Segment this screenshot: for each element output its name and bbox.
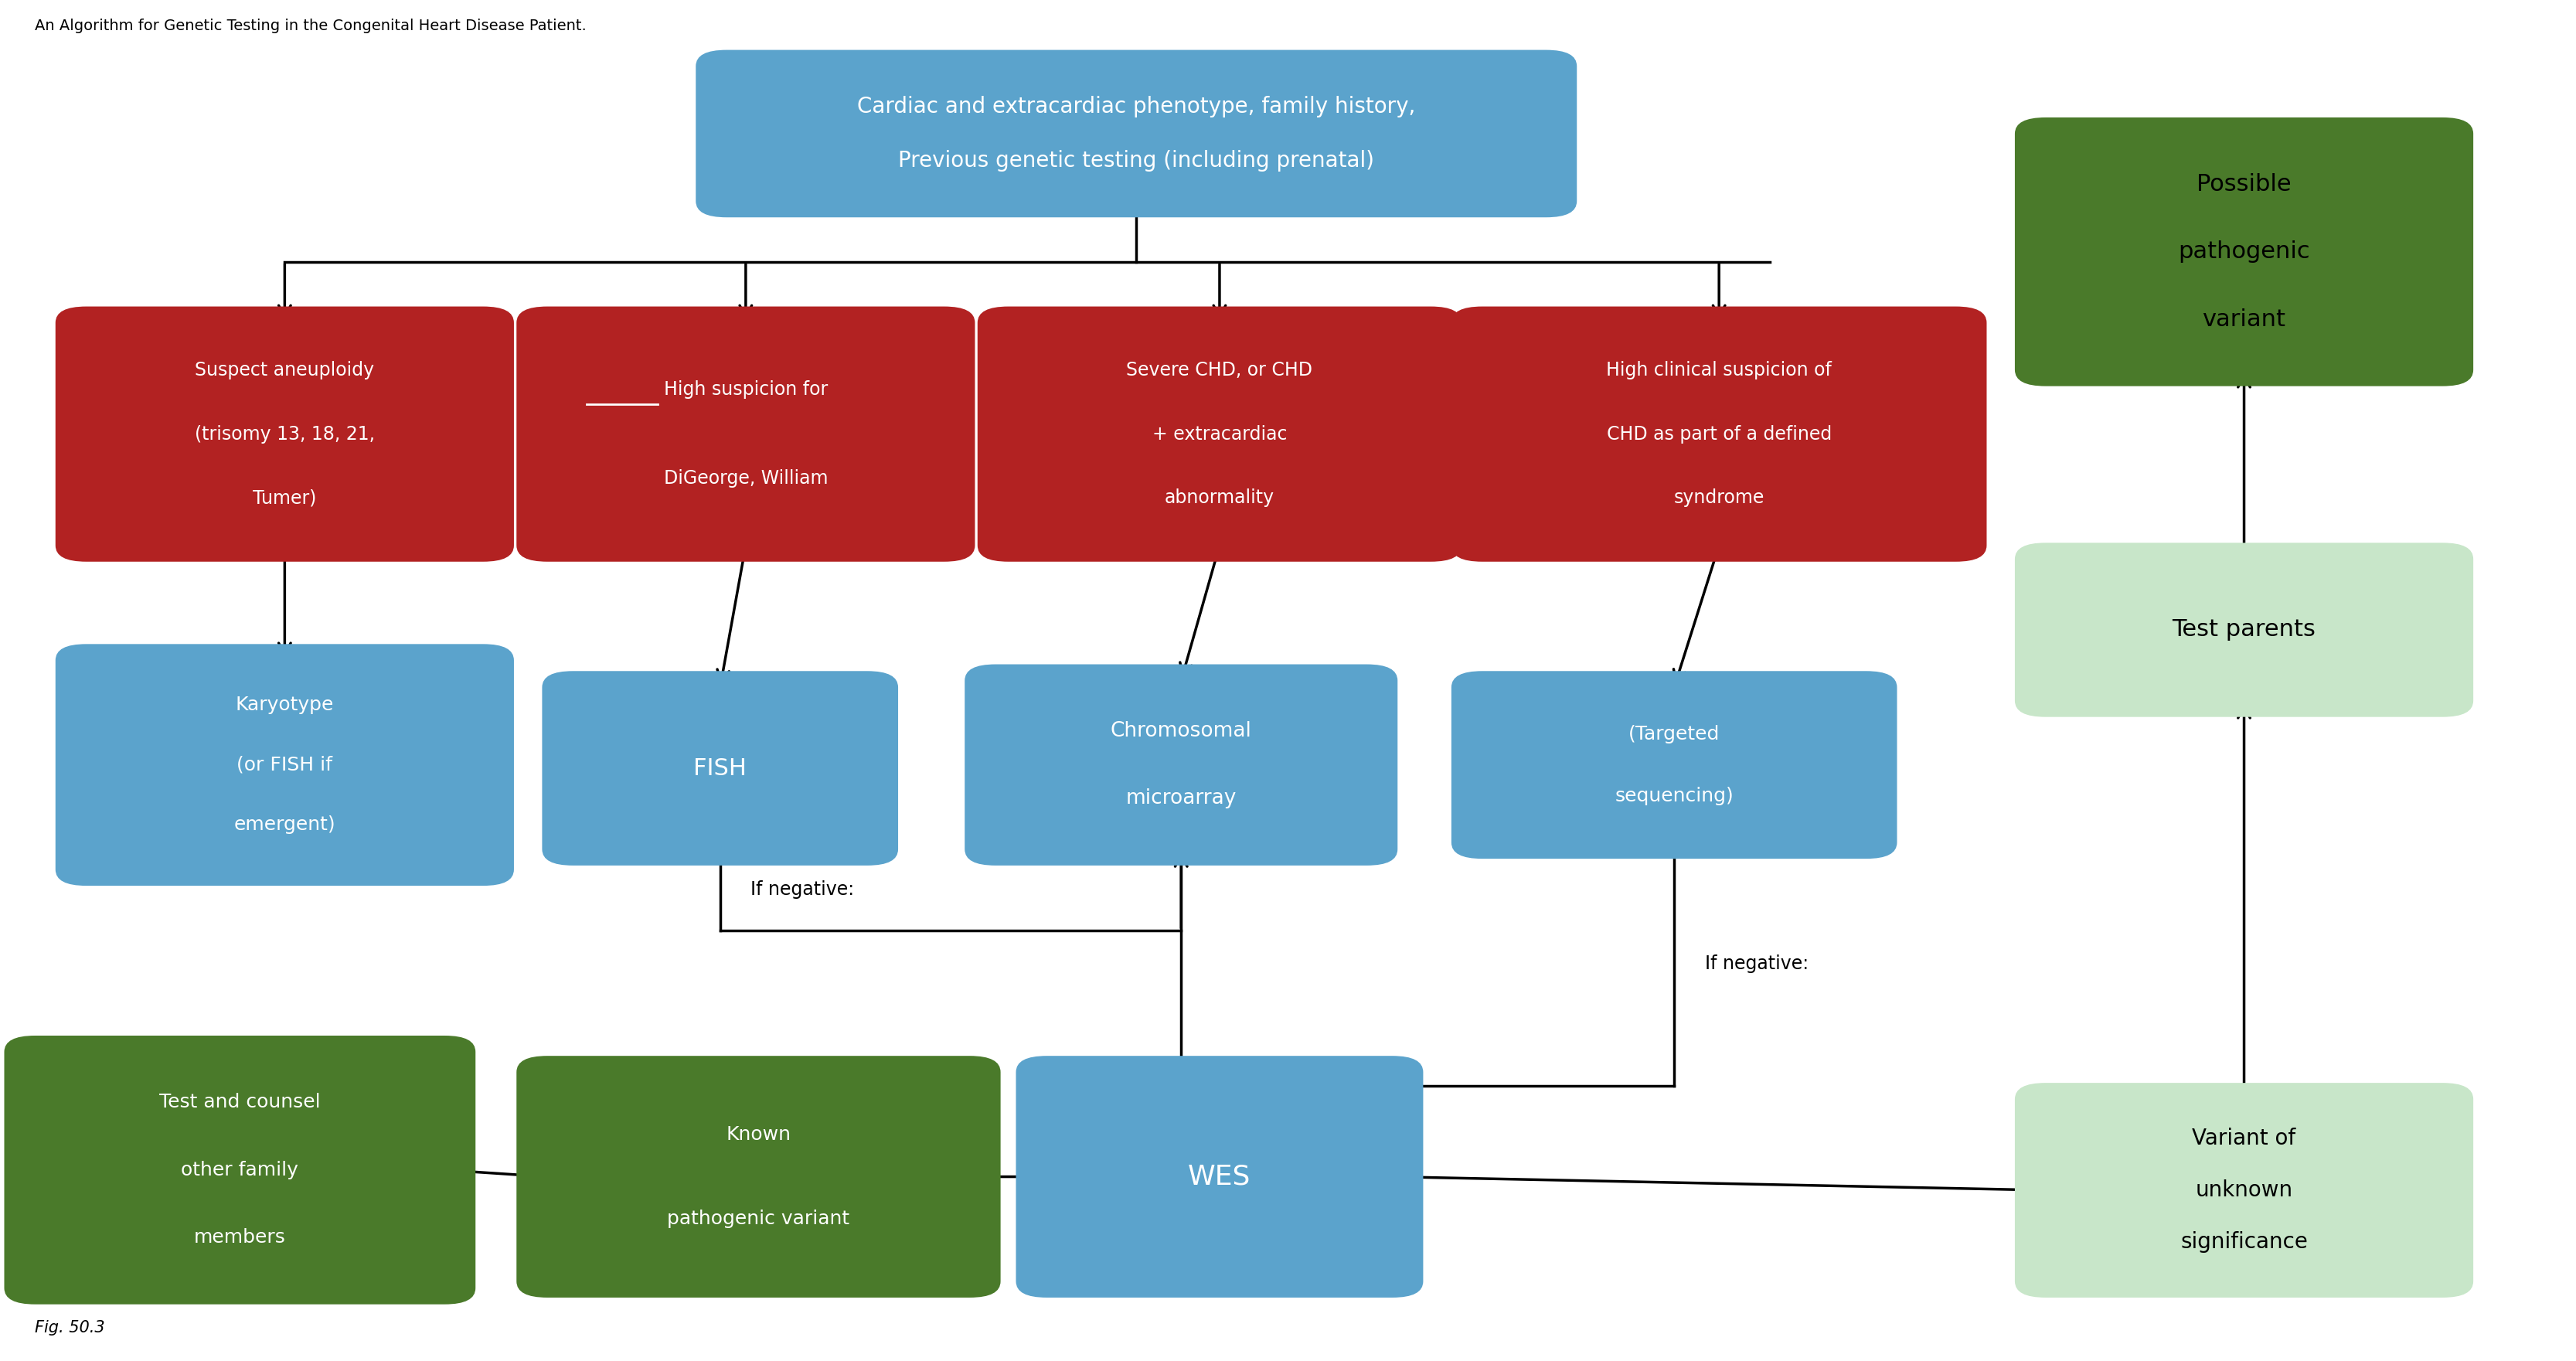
FancyBboxPatch shape bbox=[696, 50, 1577, 218]
FancyBboxPatch shape bbox=[2014, 543, 2473, 717]
FancyBboxPatch shape bbox=[518, 1056, 999, 1297]
Text: variant: variant bbox=[2202, 308, 2285, 331]
Text: Cardiac and extracardiac phenotype, family history,: Cardiac and extracardiac phenotype, fami… bbox=[858, 95, 1414, 117]
Text: High suspicion for: High suspicion for bbox=[665, 380, 827, 399]
Text: WES: WES bbox=[1188, 1164, 1252, 1190]
Text: microarray: microarray bbox=[1126, 788, 1236, 808]
Text: (Targeted: (Targeted bbox=[1628, 724, 1721, 743]
FancyBboxPatch shape bbox=[5, 1036, 477, 1304]
Text: If negative:: If negative: bbox=[750, 881, 855, 900]
Text: If negative:: If negative: bbox=[1705, 955, 1808, 973]
Text: Previous genetic testing (including prenatal): Previous genetic testing (including pren… bbox=[899, 150, 1376, 171]
Text: pathogenic: pathogenic bbox=[2179, 241, 2311, 263]
Text: Fig. 50.3: Fig. 50.3 bbox=[36, 1320, 106, 1335]
Text: significance: significance bbox=[2179, 1232, 2308, 1253]
Text: High clinical suspicion of: High clinical suspicion of bbox=[1607, 361, 1832, 380]
Text: Karyotype: Karyotype bbox=[234, 695, 335, 715]
Text: Tumer): Tumer) bbox=[252, 489, 317, 508]
Text: Test and counsel: Test and counsel bbox=[160, 1093, 319, 1112]
Text: (trisomy 13, 18, 21,: (trisomy 13, 18, 21, bbox=[196, 425, 374, 444]
Text: Chromosomal: Chromosomal bbox=[1110, 721, 1252, 742]
Text: sequencing): sequencing) bbox=[1615, 787, 1734, 806]
FancyBboxPatch shape bbox=[541, 671, 899, 866]
Text: Possible: Possible bbox=[2197, 173, 2293, 196]
Text: Known: Known bbox=[726, 1126, 791, 1145]
Text: pathogenic variant: pathogenic variant bbox=[667, 1210, 850, 1228]
Text: DiGeorge, William: DiGeorge, William bbox=[665, 470, 827, 487]
Text: syndrome: syndrome bbox=[1674, 489, 1765, 508]
FancyBboxPatch shape bbox=[57, 306, 515, 562]
Text: Variant of: Variant of bbox=[2192, 1127, 2295, 1149]
Text: Test parents: Test parents bbox=[2172, 619, 2316, 641]
Text: Severe CHD, or CHD: Severe CHD, or CHD bbox=[1126, 361, 1314, 380]
Text: FISH: FISH bbox=[693, 757, 747, 780]
FancyBboxPatch shape bbox=[1450, 306, 1986, 562]
Text: emergent): emergent) bbox=[234, 815, 335, 834]
FancyBboxPatch shape bbox=[1450, 671, 1896, 859]
FancyBboxPatch shape bbox=[1015, 1056, 1422, 1297]
Text: + extracardiac: + extracardiac bbox=[1151, 425, 1288, 444]
Text: unknown: unknown bbox=[2195, 1180, 2293, 1200]
FancyBboxPatch shape bbox=[976, 306, 1461, 562]
Text: other family: other family bbox=[180, 1161, 299, 1179]
Text: CHD as part of a defined: CHD as part of a defined bbox=[1607, 425, 1832, 444]
Text: (or FISH if: (or FISH if bbox=[237, 755, 332, 774]
Text: An Algorithm for Genetic Testing in the Congenital Heart Disease Patient.: An Algorithm for Genetic Testing in the … bbox=[36, 19, 587, 34]
FancyBboxPatch shape bbox=[2014, 117, 2473, 387]
Text: Suspect aneuploidy: Suspect aneuploidy bbox=[196, 361, 374, 380]
Text: members: members bbox=[193, 1228, 286, 1247]
Text: abnormality: abnormality bbox=[1164, 489, 1275, 508]
FancyBboxPatch shape bbox=[518, 306, 974, 562]
FancyBboxPatch shape bbox=[2014, 1083, 2473, 1297]
FancyBboxPatch shape bbox=[966, 664, 1399, 866]
FancyBboxPatch shape bbox=[57, 644, 515, 886]
